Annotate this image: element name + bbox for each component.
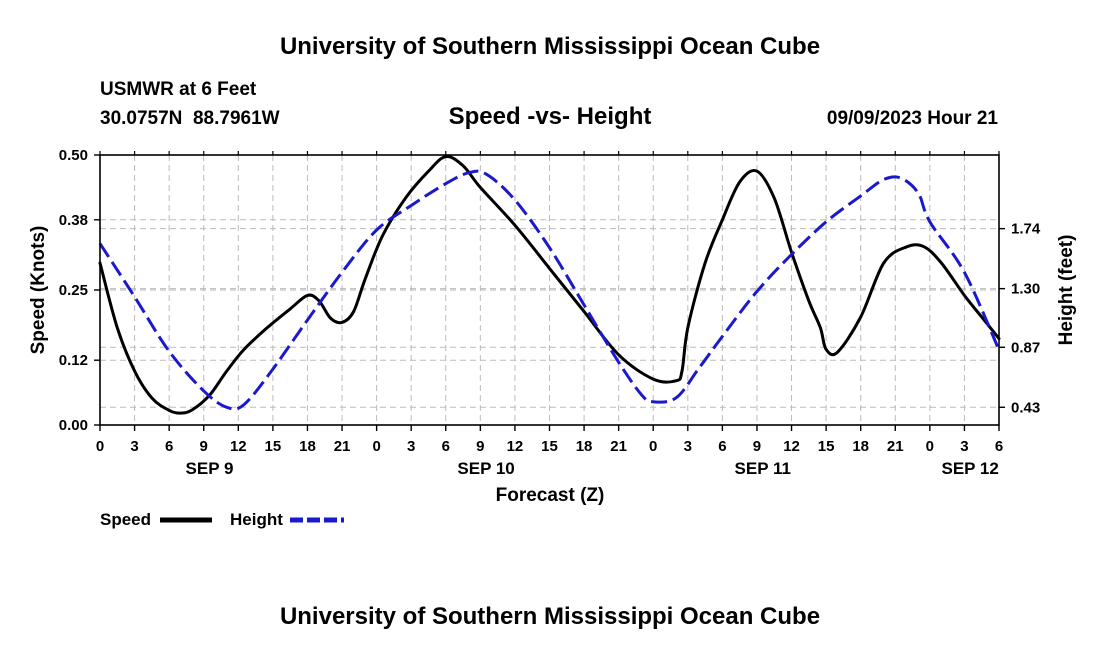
x-tick-label: 18: [299, 438, 316, 455]
y2-tick-label: 0.87: [1011, 339, 1040, 356]
y2-tick-label: 1.30: [1011, 281, 1040, 298]
chart-subtitle: Speed -vs- Height: [449, 103, 652, 130]
x-tick-label: 9: [476, 438, 484, 455]
x-tick-label: 9: [200, 438, 208, 455]
x-tick-label: 21: [887, 438, 904, 455]
x-tick-label: 12: [507, 438, 524, 455]
x-axis-label: Forecast (Z): [496, 485, 605, 506]
station-coords: 30.0757N 88.7961W: [100, 108, 280, 129]
legend-height-label: Height: [230, 510, 283, 529]
x-tick-label: 0: [926, 438, 934, 455]
y-tick-label: 0.12: [59, 352, 88, 369]
x-tick-label: 9: [753, 438, 761, 455]
x-tick-label: 21: [610, 438, 627, 455]
y-axis-label-right: Height (feet): [1056, 235, 1077, 346]
x-tick-label: 3: [130, 438, 138, 455]
x-tick-label: 0: [649, 438, 657, 455]
x-tick-label: 3: [684, 438, 692, 455]
x-tick-label: 6: [442, 438, 450, 455]
x-tick-label: 3: [960, 438, 968, 455]
y-tick-label: 0.38: [59, 212, 88, 229]
page-title: University of Southern Mississippi Ocean…: [280, 33, 820, 60]
x-tick-label: 0: [372, 438, 380, 455]
date-label: SEP 12: [942, 459, 999, 478]
y-tick-label: 0.00: [59, 417, 88, 434]
x-tick-label: 3: [407, 438, 415, 455]
x-tick-label: 0: [96, 438, 104, 455]
y-tick-label: 0.50: [59, 147, 88, 164]
speed-series-line: [98, 155, 1001, 415]
x-tick-label: 18: [576, 438, 593, 455]
x-tick-label: 18: [852, 438, 869, 455]
x-tick-label: 6: [718, 438, 726, 455]
grid-lines: [99, 154, 1000, 426]
footer-title: University of Southern Mississippi Ocean…: [280, 603, 820, 630]
station-label: USMWR at 6 Feet: [100, 79, 257, 100]
height-series-line: [98, 169, 1001, 411]
y2-tick-label: 0.43: [1011, 399, 1040, 416]
legend: Speed Height: [100, 510, 344, 529]
x-tick-label: 15: [541, 438, 558, 455]
x-tick-label: 15: [818, 438, 835, 455]
x-tick-label: 6: [995, 438, 1003, 455]
axis-ticks: 0 3 6 9 12 15 18 21 0 3 6 9 12 15 18 21 0 3 6 9 12 15 18 21 0 3 6S…: [59, 147, 1041, 478]
x-tick-label: 6: [165, 438, 173, 455]
x-tick-label: 15: [265, 438, 282, 455]
date-label: SEP 10: [457, 459, 514, 478]
y2-tick-label: 1.74: [1011, 221, 1041, 238]
y-axis-label-left: Speed (Knots): [28, 226, 49, 355]
series-layer: [98, 155, 1001, 415]
forecast-datetime: 09/09/2023 Hour 21: [827, 108, 999, 129]
date-label: SEP 11: [735, 459, 791, 478]
legend-speed-label: Speed: [100, 510, 151, 529]
x-tick-label: 21: [334, 438, 351, 455]
date-label: SEP 9: [186, 459, 234, 478]
x-tick-label: 12: [783, 438, 800, 455]
x-tick-label: 12: [230, 438, 247, 455]
y-tick-label: 0.25: [59, 282, 88, 299]
